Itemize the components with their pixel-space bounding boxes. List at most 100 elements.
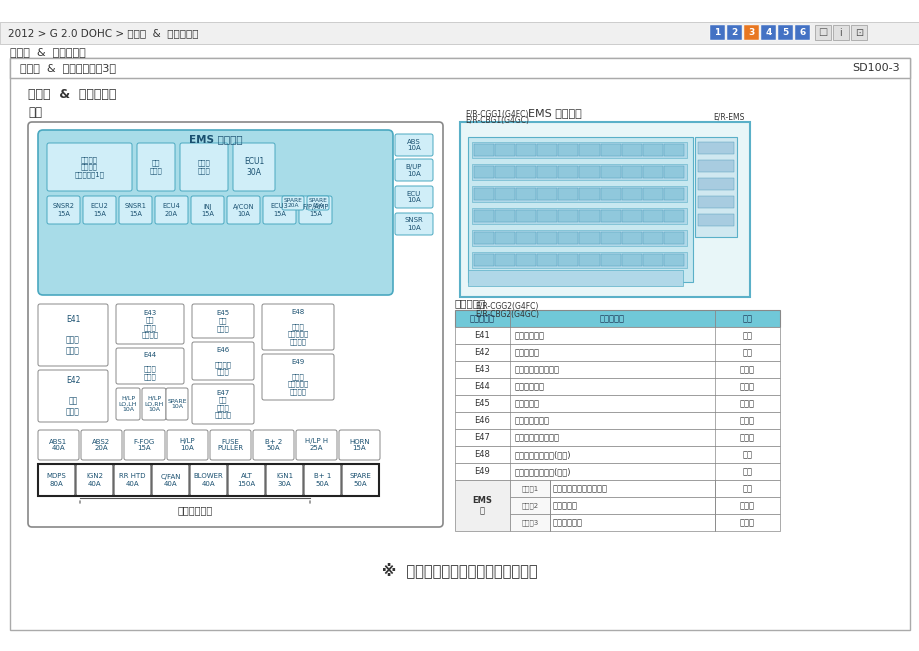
Text: E42

起动
继电器: E42 起动 继电器 <box>66 376 80 416</box>
Bar <box>714 497 779 514</box>
Bar <box>714 480 779 497</box>
FancyBboxPatch shape <box>192 304 254 338</box>
Bar <box>743 25 758 40</box>
FancyBboxPatch shape <box>165 388 187 420</box>
Bar <box>471 252 686 268</box>
FancyBboxPatch shape <box>262 354 334 400</box>
FancyBboxPatch shape <box>38 130 392 295</box>
Bar <box>642 232 663 244</box>
Text: E44

前雾灯
继电器: E44 前雾灯 继电器 <box>143 352 156 380</box>
Bar <box>709 25 724 40</box>
Text: BLOWER
40A: BLOWER 40A <box>193 473 223 486</box>
Text: 主继电器
（发动机
控制继电器1）: 主继电器 （发动机 控制继电器1） <box>74 156 105 178</box>
Bar <box>558 166 578 178</box>
FancyBboxPatch shape <box>180 143 228 191</box>
Bar <box>471 164 686 180</box>
Bar <box>509 497 550 514</box>
Bar <box>698 160 733 172</box>
Text: IGN1
30A: IGN1 30A <box>276 473 293 486</box>
Bar <box>621 210 641 222</box>
Bar <box>726 25 742 40</box>
FancyBboxPatch shape <box>28 122 443 527</box>
Bar <box>473 232 494 244</box>
Text: ALT
150A: ALT 150A <box>237 473 255 486</box>
Text: 燃油泵
继电器: 燃油泵 继电器 <box>198 160 210 174</box>
Bar <box>814 25 830 40</box>
Bar <box>10 58 909 630</box>
Text: 继电器2: 继电器2 <box>521 502 538 509</box>
Bar <box>579 210 599 222</box>
Text: □: □ <box>818 27 827 38</box>
Text: 继电器名称: 继电器名称 <box>470 314 494 323</box>
Text: 微型: 微型 <box>742 467 752 476</box>
Bar <box>473 254 494 266</box>
FancyBboxPatch shape <box>47 143 131 191</box>
Text: 微型: 微型 <box>742 348 752 357</box>
Text: INJ
15A: INJ 15A <box>201 204 214 217</box>
FancyBboxPatch shape <box>394 134 433 156</box>
Bar <box>455 446 779 463</box>
Bar <box>600 144 620 156</box>
Bar <box>664 210 683 222</box>
Text: 继电器名称: 继电器名称 <box>599 314 624 323</box>
Text: E44: E44 <box>474 382 490 391</box>
Bar <box>473 166 494 178</box>
FancyBboxPatch shape <box>266 464 302 496</box>
Bar <box>664 232 683 244</box>
Text: 熔断丝  &  继电器信息: 熔断丝 & 继电器信息 <box>10 47 85 57</box>
Bar <box>664 254 683 266</box>
Text: E43: E43 <box>474 365 490 374</box>
Bar <box>10 58 909 78</box>
Bar <box>455 310 779 327</box>
Bar <box>664 166 683 178</box>
Bar <box>621 254 641 266</box>
FancyBboxPatch shape <box>83 196 116 224</box>
Text: F/P/AMP
15A: F/P/AMP 15A <box>302 204 328 217</box>
Text: SPARE
15A: SPARE 15A <box>308 198 327 208</box>
FancyBboxPatch shape <box>152 464 188 496</box>
FancyBboxPatch shape <box>142 388 165 420</box>
Text: B+ 2
50A: B+ 2 50A <box>265 439 282 452</box>
Text: 保险丝  &  继电器信息（3）: 保险丝 & 继电器信息（3） <box>20 63 116 73</box>
Text: ECU1
30A: ECU1 30A <box>244 158 264 176</box>
FancyBboxPatch shape <box>338 430 380 460</box>
FancyBboxPatch shape <box>228 464 265 496</box>
Text: 6: 6 <box>799 28 805 37</box>
FancyBboxPatch shape <box>303 464 341 496</box>
Text: ECU4
20A: ECU4 20A <box>163 204 180 217</box>
Bar <box>642 144 663 156</box>
Bar <box>509 514 550 531</box>
Text: E49: E49 <box>474 467 490 476</box>
Bar <box>698 196 733 208</box>
Text: 插珍型: 插珍型 <box>739 433 754 442</box>
FancyBboxPatch shape <box>38 430 79 460</box>
Bar <box>664 188 683 200</box>
Bar <box>494 188 515 200</box>
Bar <box>516 144 536 156</box>
Bar <box>600 188 620 200</box>
Text: EMS 盒（前）: EMS 盒（前） <box>188 134 242 144</box>
Bar <box>579 232 599 244</box>
Text: E45: E45 <box>474 399 490 408</box>
Bar <box>550 480 714 497</box>
Text: EMS 盒（后）: EMS 盒（后） <box>528 108 581 118</box>
Text: 插珍型: 插珍型 <box>739 501 754 510</box>
Text: E48

冷凝器
风扇继电器
（高速）: E48 冷凝器 风扇继电器 （高速） <box>287 309 308 345</box>
Bar <box>455 429 779 446</box>
Text: 微型: 微型 <box>742 450 752 459</box>
Bar <box>516 210 536 222</box>
Bar <box>698 142 733 154</box>
Text: 插珍型: 插珍型 <box>739 365 754 374</box>
Text: 鼓风机继电器: 鼓风机继电器 <box>515 331 544 340</box>
Text: 5: 5 <box>781 28 788 37</box>
Bar <box>494 232 515 244</box>
FancyBboxPatch shape <box>47 196 80 224</box>
Text: ※  仅能使用规定规格保险丝和继电器: ※ 仅能使用规定规格保险丝和继电器 <box>381 562 538 578</box>
Text: 保险丝  &  继电器信息: 保险丝 & 继电器信息 <box>28 89 116 102</box>
Text: E46: E46 <box>474 416 490 425</box>
Bar <box>455 344 779 361</box>
Text: 1: 1 <box>713 28 720 37</box>
FancyBboxPatch shape <box>154 196 187 224</box>
Text: E41

鼓风机
继电器: E41 鼓风机 继电器 <box>66 315 80 355</box>
Text: E/R-CGG2(G4FC): E/R-CGG2(G4FC) <box>474 303 538 311</box>
